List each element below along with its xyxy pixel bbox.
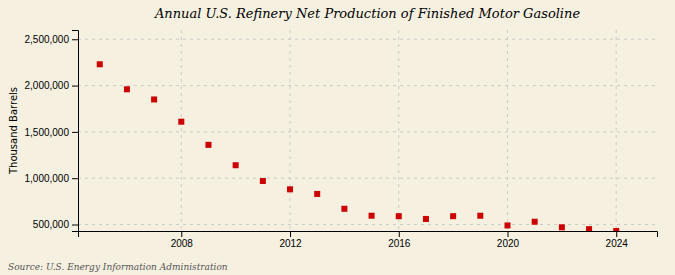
y-tick-mark bbox=[72, 178, 78, 179]
x-tick: 2008 bbox=[171, 231, 194, 249]
x-tick: 2012 bbox=[279, 231, 302, 249]
y-axis: 500,000 1,000,000 1,500,000 2,000,000 2,500,… bbox=[25, 31, 79, 232]
x-tick-mark bbox=[399, 231, 400, 237]
y-axis-title: Thousand Barrels bbox=[8, 87, 19, 175]
point bbox=[586, 226, 592, 231]
point bbox=[504, 222, 510, 228]
y-tick-label: 2,000,000 bbox=[25, 80, 70, 91]
grid-line-y bbox=[78, 224, 657, 225]
x-axis-line bbox=[79, 232, 658, 238]
x-tick-mark bbox=[616, 231, 617, 237]
point bbox=[124, 86, 130, 92]
y-axis-line bbox=[72, 31, 79, 232]
point bbox=[260, 178, 266, 184]
plot: 2008 2012 2016 2020 2024 500,000 1,000,000 1,50… bbox=[25, 30, 658, 249]
y-tick: 2,500,000 bbox=[25, 34, 79, 45]
grid-line-y bbox=[78, 39, 657, 40]
x-axis: 2008 2012 2016 2020 2024 bbox=[79, 231, 658, 249]
point bbox=[341, 206, 347, 212]
point bbox=[613, 228, 619, 231]
x-tick-label: 2008 bbox=[171, 238, 194, 249]
grid bbox=[78, 30, 657, 231]
y-tick: 2,000,000 bbox=[25, 80, 79, 91]
y-tick-mark bbox=[72, 86, 78, 87]
x-tick-label: 2020 bbox=[497, 238, 520, 249]
grid-line-x bbox=[398, 30, 399, 231]
y-tick-label: 500,000 bbox=[33, 219, 70, 230]
point bbox=[178, 119, 184, 125]
grid-line-y bbox=[78, 131, 657, 132]
point bbox=[450, 213, 456, 219]
point bbox=[314, 191, 320, 197]
background bbox=[0, 0, 675, 275]
y-tick: 1,500,000 bbox=[25, 127, 79, 138]
x-tick-mark bbox=[181, 231, 182, 237]
point bbox=[559, 224, 565, 230]
point bbox=[477, 213, 483, 219]
y-tick-mark bbox=[72, 225, 78, 226]
x-tick-mark bbox=[507, 231, 508, 237]
point bbox=[369, 213, 375, 219]
point bbox=[151, 96, 157, 102]
grid-line-y bbox=[78, 85, 657, 86]
point bbox=[287, 186, 293, 192]
grid-line-y bbox=[78, 178, 657, 179]
points bbox=[97, 61, 619, 231]
point bbox=[532, 219, 538, 225]
y-tick: 500,000 bbox=[33, 219, 78, 230]
y-tick-mark bbox=[72, 132, 78, 133]
grid-line-x bbox=[507, 30, 508, 231]
grid-line-x bbox=[616, 30, 617, 231]
source: Source: U.S. Energy Information Administ… bbox=[8, 262, 228, 272]
x-tick-label: 2024 bbox=[606, 238, 629, 249]
title: Annual U.S. Refinery Net Production of F… bbox=[154, 6, 580, 21]
point bbox=[97, 61, 103, 67]
x-tick: 2016 bbox=[388, 231, 411, 249]
y-tick-label: 1,500,000 bbox=[25, 127, 70, 138]
y-tick: 1,000,000 bbox=[25, 173, 79, 184]
point bbox=[205, 142, 211, 148]
y-tick-mark bbox=[72, 39, 78, 40]
point bbox=[423, 216, 429, 222]
grid-line-x bbox=[181, 30, 182, 231]
chart: 2008 2012 2016 2020 2024 500,000 1,000,000 1,50… bbox=[0, 0, 675, 275]
y-tick-label: 2,500,000 bbox=[25, 34, 70, 45]
x-tick: 2020 bbox=[497, 231, 520, 249]
x-tick-label: 2016 bbox=[388, 238, 411, 249]
y-tick-label: 1,000,000 bbox=[25, 173, 70, 184]
point bbox=[233, 162, 239, 168]
x-tick-label: 2012 bbox=[279, 238, 302, 249]
x-tick-mark bbox=[290, 231, 291, 237]
x-tick: 2024 bbox=[606, 231, 629, 249]
point bbox=[396, 213, 402, 219]
grid-line-x bbox=[290, 30, 291, 231]
